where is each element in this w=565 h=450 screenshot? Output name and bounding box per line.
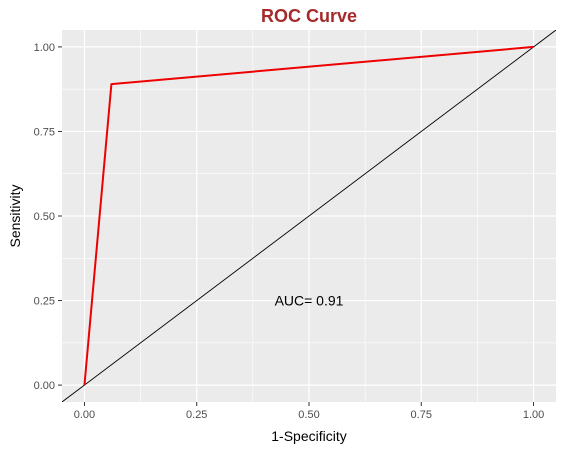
y-tick-label: 0.75: [34, 126, 55, 138]
x-axis-title: 1-Specificity: [271, 428, 346, 444]
y-tick-label: 1.00: [34, 42, 55, 54]
y-axis-ticks: 0.00 0.25 0.50 0.75 1.00: [34, 42, 62, 392]
y-tick-label: 0.50: [34, 211, 55, 223]
x-tick-label: 0.50: [298, 409, 319, 421]
roc-series-line: [83, 45, 534, 386]
chart-title: ROC Curve: [261, 6, 357, 26]
auc-annotation: AUC= 0.91: [275, 293, 344, 309]
x-axis-ticks: 0.00 0.25 0.50 0.75 1.00: [74, 402, 544, 421]
y-tick-label: 0.00: [34, 380, 55, 392]
x-tick-label: 1.00: [523, 409, 544, 421]
x-tick-label: 0.75: [411, 409, 432, 421]
x-tick-label: 0.25: [186, 409, 207, 421]
plot-content: [62, 30, 556, 402]
x-tick-label: 0.00: [74, 409, 95, 421]
y-axis-title: Sensitivity: [7, 184, 23, 247]
reference-diagonal-line: [62, 30, 556, 402]
y-tick-label: 0.25: [34, 296, 55, 308]
